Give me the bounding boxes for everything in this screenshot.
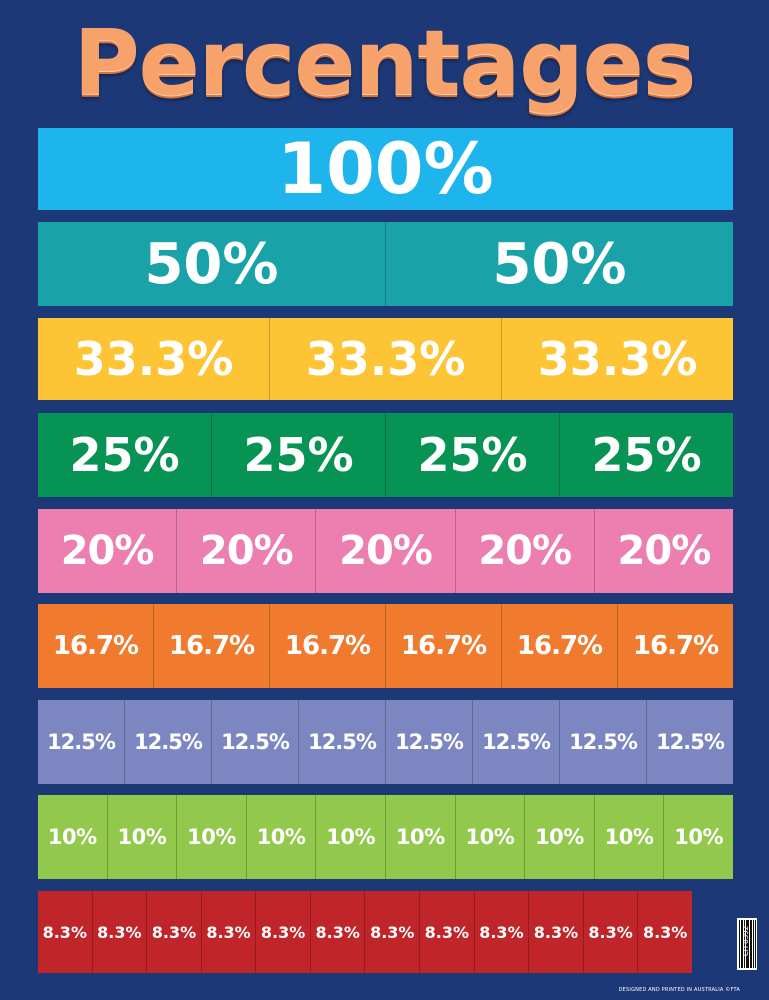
fraction-cell: 8.3% xyxy=(637,891,692,973)
fraction-cell: 20% xyxy=(454,509,594,593)
fraction-cell: 12.5% xyxy=(47,730,116,754)
fraction-cell: 12.5% xyxy=(124,700,211,784)
fraction-cell: 8.3% xyxy=(200,891,256,973)
fraction-cell: 12.5% xyxy=(298,700,385,784)
row-8-3-percent: 8.3% 8.3% 8.3% 8.3% 8.3% 8.3% 8.3% 8.3% 8.3% 8.3%… xyxy=(38,891,692,973)
fraction-cell: 20% xyxy=(593,509,733,593)
fraction-cell: 8.3% xyxy=(146,891,201,973)
fraction-cell: 16.7% xyxy=(385,604,501,688)
fraction-cell: 8.3% xyxy=(364,891,419,973)
fraction-cell: 16.7% xyxy=(617,604,733,688)
fraction-cell: 16.7% xyxy=(269,604,385,688)
product-code: CH 8392 xyxy=(742,925,750,957)
row-33-3-percent: 33.3% 33.3% 33.3% xyxy=(38,318,733,400)
fraction-cell: 12.5% xyxy=(385,700,472,784)
fraction-cell: 12.5% xyxy=(211,700,298,784)
fraction-cell: 10% xyxy=(47,825,97,849)
fraction-cell: 16.7% xyxy=(153,604,269,688)
fraction-cell: 8.3% xyxy=(582,891,638,973)
row-50-percent: 50% 50% xyxy=(38,222,733,306)
fraction-cell: 12.5% xyxy=(559,700,646,784)
fraction-cell: 33.3% xyxy=(73,332,234,386)
barcode-icon xyxy=(737,918,757,970)
fraction-cell: 10% xyxy=(593,795,664,879)
fraction-cell: 10% xyxy=(106,795,177,879)
fraction-cell: 12.5% xyxy=(646,700,733,784)
fraction-cell: 8.3% xyxy=(419,891,474,973)
fraction-cell: 33.3% xyxy=(269,318,501,400)
fraction-cell: 16.7% xyxy=(501,604,617,688)
row-100-percent: 100% xyxy=(38,128,733,210)
fraction-cell: 10% xyxy=(454,795,525,879)
fraction-cell: 8.3% xyxy=(528,891,583,973)
row-10-percent: 10% 10% 10% 10% 10% 10% 10% 10% 10% 10% xyxy=(38,795,733,879)
fraction-cell: 25% xyxy=(559,413,733,497)
fraction-cell: 8.3% xyxy=(91,891,147,973)
fraction-cell: 33.3% xyxy=(501,318,733,400)
fraction-cell: 50% xyxy=(144,231,279,297)
fraction-cell: 25% xyxy=(385,413,559,497)
fraction-cell: 25% xyxy=(211,413,385,497)
row-12-5-percent: 12.5% 12.5% 12.5% 12.5% 12.5% 12.5% 12.5% 12.5% xyxy=(38,700,733,784)
fraction-cell: 20% xyxy=(176,509,315,593)
fraction-cell: 8.3% xyxy=(473,891,529,973)
fraction-cell: 50% xyxy=(385,222,733,306)
fraction-cell: 25% xyxy=(69,428,180,482)
row-16-7-percent: 16.7% 16.7% 16.7% 16.7% 16.7% 16.7% xyxy=(38,604,733,688)
fraction-cell: 10% xyxy=(663,795,733,879)
fraction-cell: 10% xyxy=(384,795,455,879)
fraction-cell: 100% xyxy=(277,128,494,210)
fraction-cell: 10% xyxy=(176,795,246,879)
row-25-percent: 25% 25% 25% 25% xyxy=(38,413,733,497)
fraction-cell: 10% xyxy=(315,795,385,879)
fraction-cell: 12.5% xyxy=(472,700,559,784)
row-20-percent: 20% 20% 20% 20% 20% xyxy=(38,509,733,593)
fraction-cell: 20% xyxy=(315,509,454,593)
fraction-cell: 8.3% xyxy=(309,891,365,973)
fraction-cell: 10% xyxy=(524,795,594,879)
fraction-cell: 8.3% xyxy=(255,891,310,973)
fraction-cell: 10% xyxy=(245,795,316,879)
poster-title: Percentages xyxy=(73,11,697,116)
fraction-cell: 8.3% xyxy=(42,922,87,942)
footer-credit: DESIGNED AND PRINTED IN AUSTRALIA ©FTA xyxy=(618,987,740,993)
fraction-cell: 16.7% xyxy=(52,631,139,661)
fraction-cell: 20% xyxy=(60,528,155,574)
